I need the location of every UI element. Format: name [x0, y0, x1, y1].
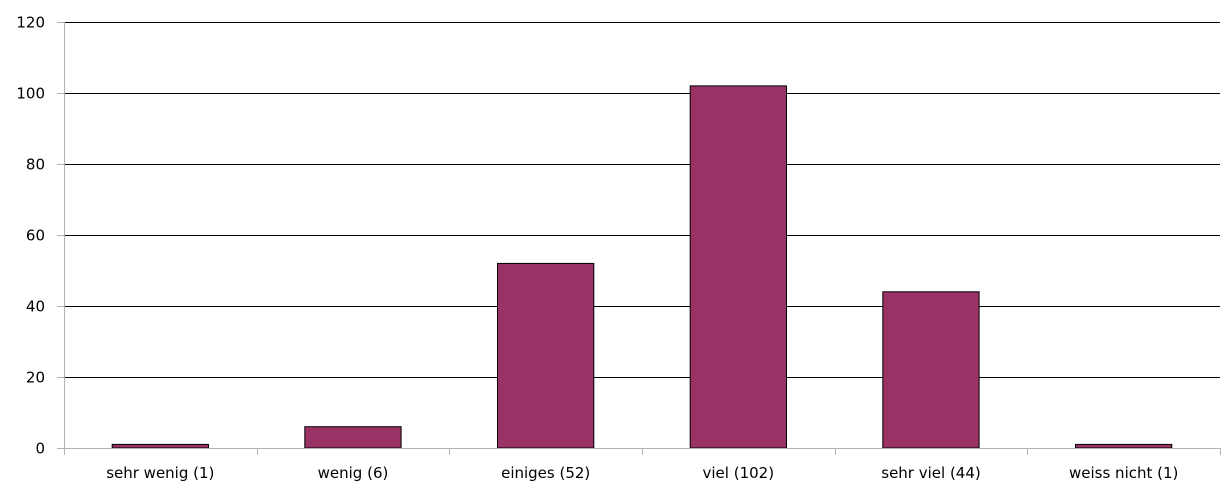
- x-tick-label: sehr viel (44): [881, 464, 981, 482]
- x-tick-label: einiges (52): [501, 464, 590, 482]
- y-tick-label: 40: [26, 298, 45, 316]
- y-tick-label: 120: [16, 14, 45, 32]
- axes: [57, 22, 1221, 455]
- x-tick-labels: sehr wenig (1) wenig (6) einiges (52) viel …: [106, 464, 1178, 482]
- x-tick-label: weiss nicht (1): [1069, 464, 1178, 482]
- y-tick-labels: 0 20 40 60 80 100 120: [16, 14, 45, 458]
- y-tick-label: 0: [35, 440, 45, 458]
- y-tick-label: 80: [26, 156, 45, 174]
- x-tick-label: viel (102): [703, 464, 775, 482]
- bar: [1075, 443, 1173, 449]
- bar: [304, 426, 402, 449]
- bar: [689, 85, 788, 449]
- x-tick-label: wenig (6): [318, 464, 389, 482]
- y-tick-label: 20: [26, 369, 45, 387]
- bar: [111, 443, 209, 449]
- gridlines: [64, 22, 1220, 378]
- y-tick-label: 100: [16, 85, 45, 103]
- bar: [497, 262, 595, 449]
- bars: [111, 85, 1173, 449]
- x-tick-label: sehr wenig (1): [106, 464, 214, 482]
- y-tick-label: 60: [26, 227, 45, 245]
- bar: [882, 291, 980, 449]
